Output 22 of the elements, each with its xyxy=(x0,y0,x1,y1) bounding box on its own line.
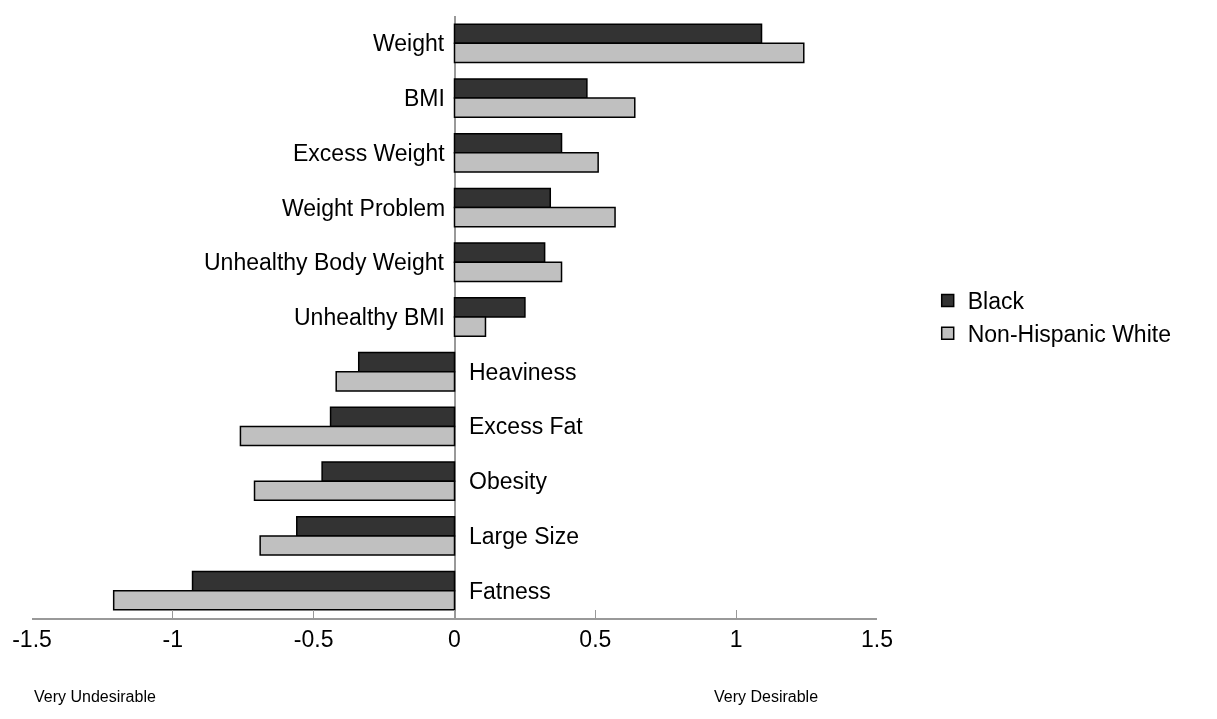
x-tick-label: 0.5 xyxy=(579,626,612,653)
text: Very Undesirable xyxy=(34,688,156,705)
y-tick-label: Fatness xyxy=(469,578,551,604)
y-tick-label: Obesity xyxy=(469,468,548,494)
x-tick-label: -1.5 xyxy=(12,626,52,653)
y-tick-label: Unhealthy Body Weight xyxy=(204,249,445,275)
y-tick-label: Weight xyxy=(373,30,445,56)
legend-label: Non-Hispanic White xyxy=(967,321,1171,348)
x-tick-label: 1 xyxy=(729,626,743,653)
x-tick-label: -0.5 xyxy=(293,626,334,653)
y-tick-label: Excess Fat xyxy=(469,413,584,439)
text: Very Desirable xyxy=(714,688,819,705)
y-tick-label: Large Size xyxy=(469,523,579,549)
x-tick-label: 0 xyxy=(448,626,461,653)
y-tick-label: Weight Problem xyxy=(282,195,446,221)
x-tick-label: 1.5 xyxy=(861,626,893,653)
y-tick-label: Unhealthy BMI xyxy=(294,304,445,330)
y-tick-label: Excess Weight xyxy=(293,140,446,166)
legend-label: Black xyxy=(967,288,1025,315)
x-tick-label: -1 xyxy=(162,626,184,653)
y-tick-label: Heaviness xyxy=(469,359,577,385)
y-tick-label: BMI xyxy=(404,85,445,111)
